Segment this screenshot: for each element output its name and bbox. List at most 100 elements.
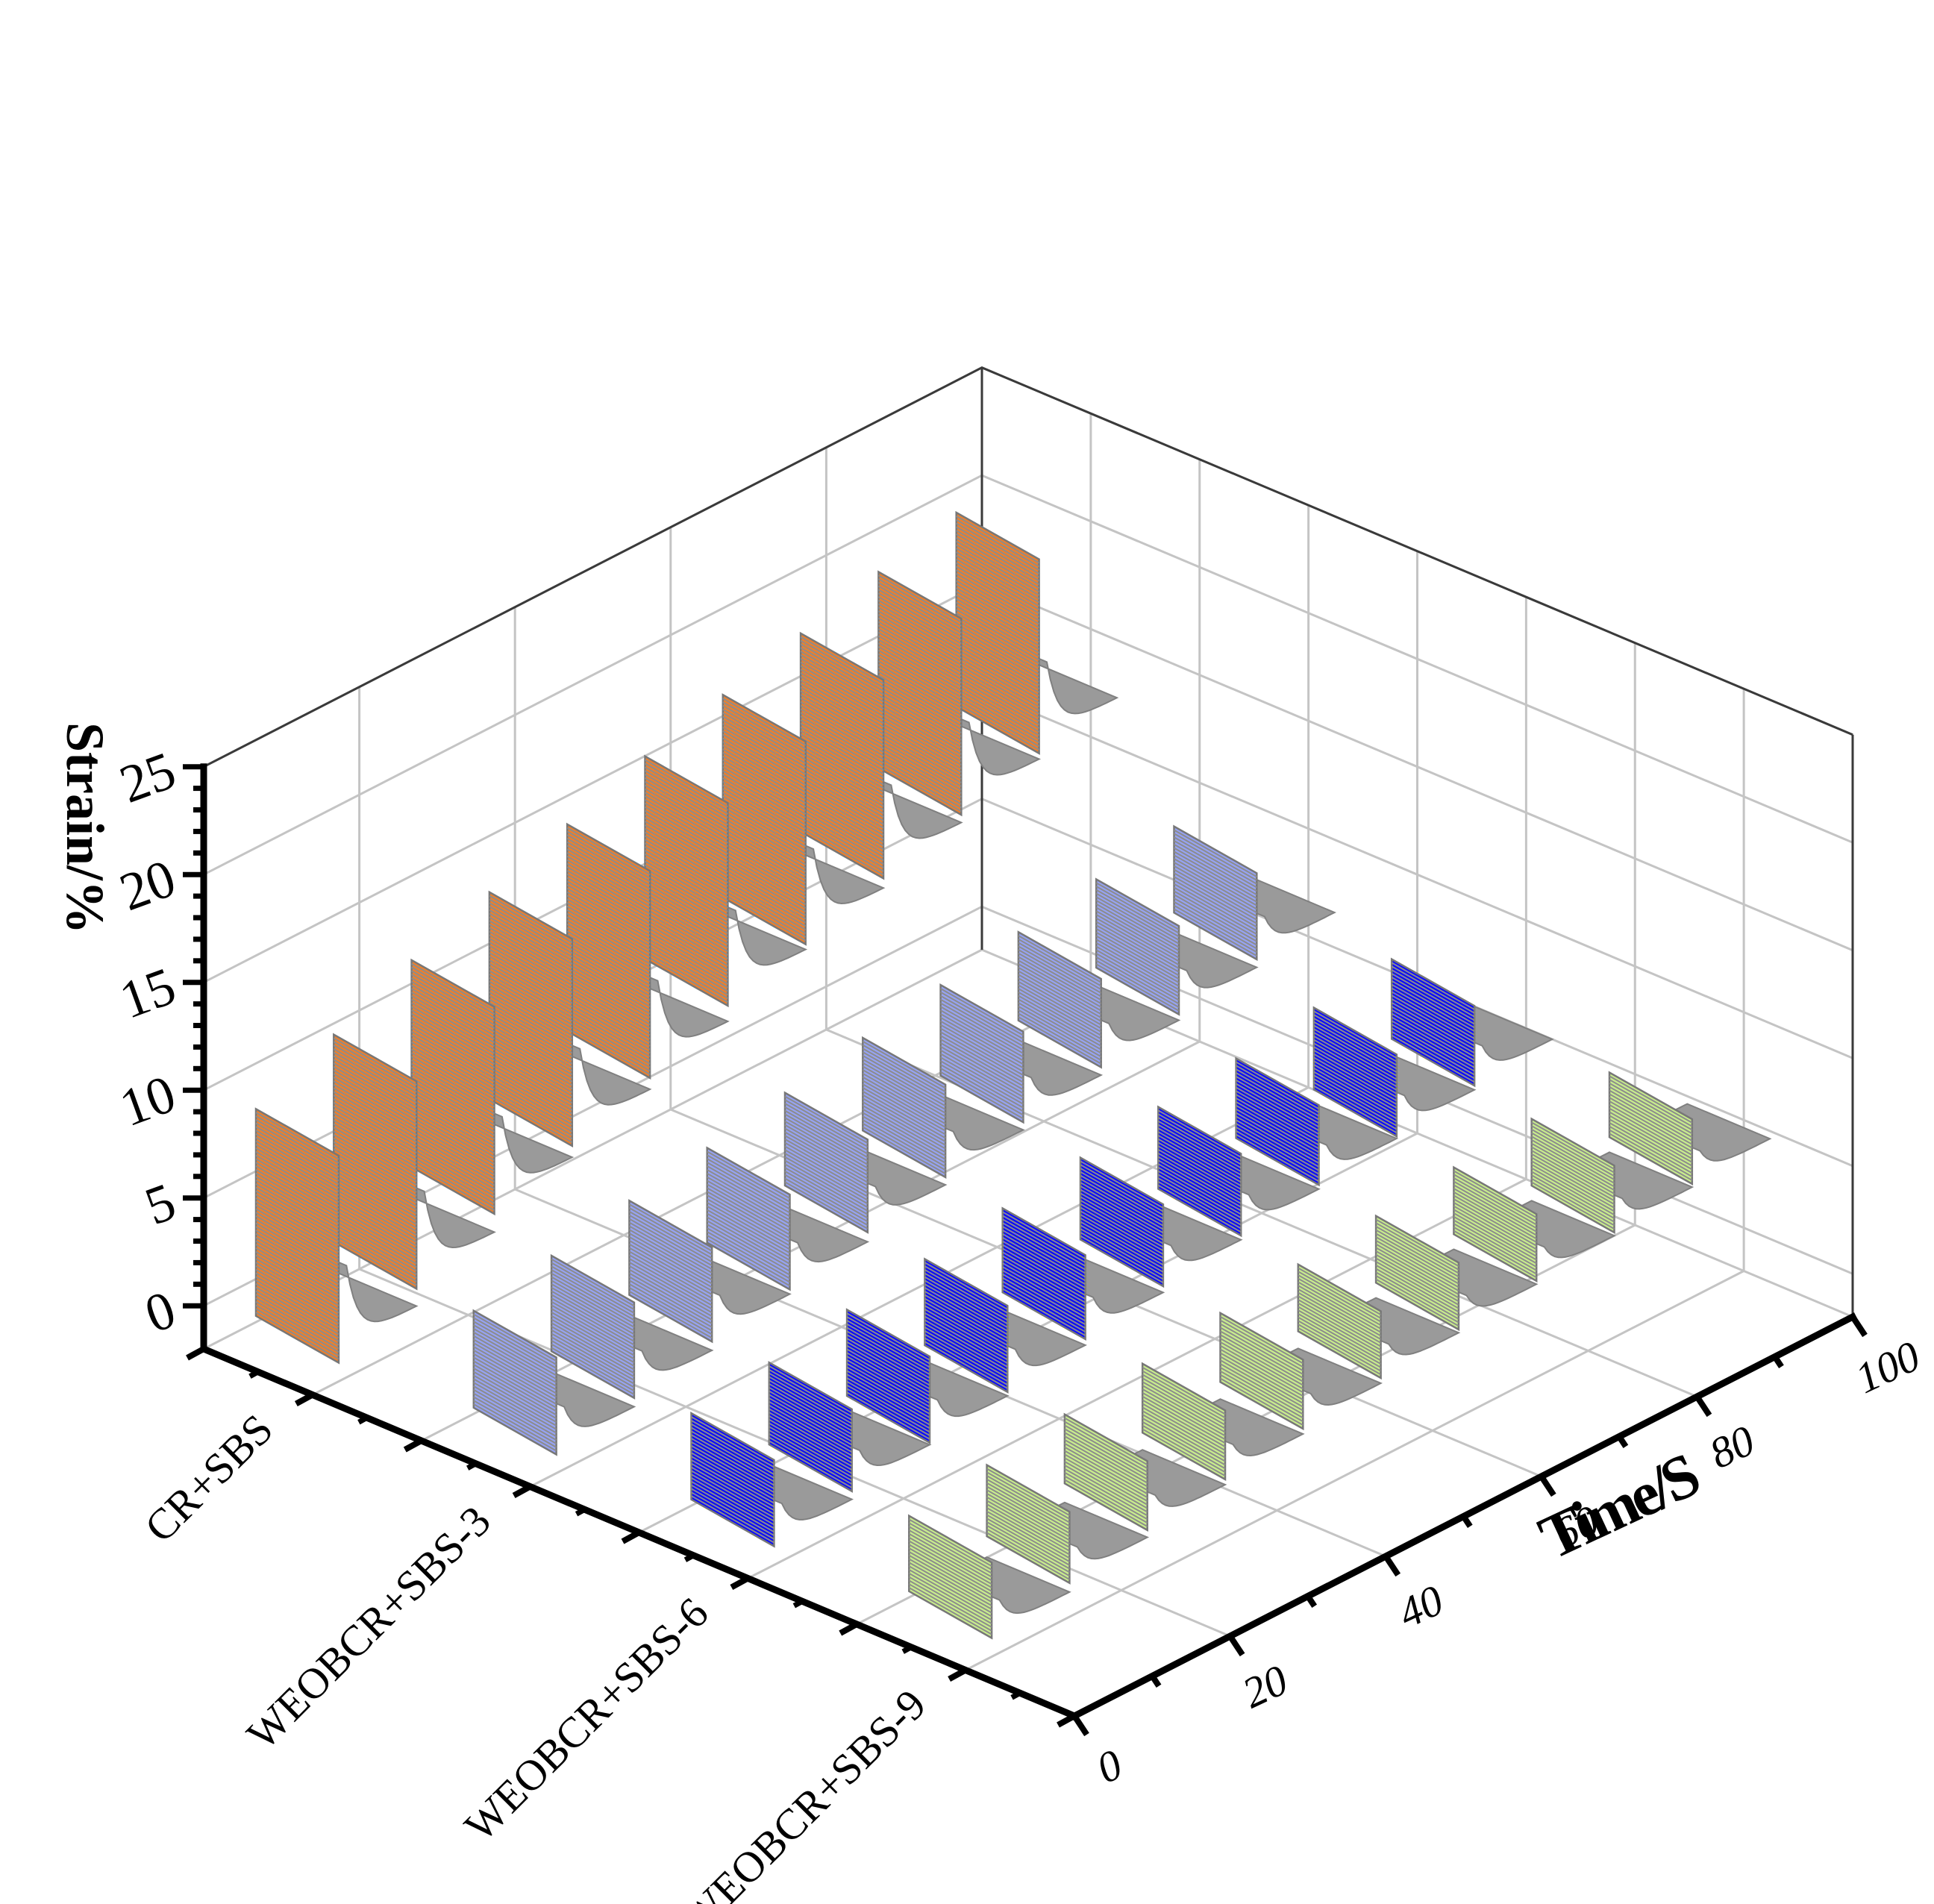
- series-layer: [254, 510, 1772, 1640]
- hatch-line: [333, 1080, 417, 1129]
- hatch-line: [722, 799, 807, 848]
- hatch-line: [877, 763, 962, 812]
- hatch-line: [1018, 984, 1102, 1033]
- hatch-line: [333, 1162, 417, 1211]
- hatch-line: [1313, 1010, 1398, 1059]
- hatch-line: [1095, 945, 1180, 995]
- hatch-line: [489, 920, 573, 968]
- hatch-line: [566, 927, 651, 975]
- hatch-line: [1609, 1097, 1693, 1145]
- hatch-line: [1453, 1215, 1537, 1265]
- hatch-line: [1002, 1266, 1086, 1315]
- hatch-line: [333, 1095, 417, 1143]
- grid-line-left-wall-h: [203, 582, 983, 984]
- hatch-line: [1064, 1421, 1148, 1470]
- hatch-line: [707, 1154, 791, 1203]
- hatch-line: [784, 1131, 869, 1180]
- hatch-line: [877, 674, 962, 723]
- hatch-line: [566, 973, 651, 1022]
- hatch-line: [722, 784, 807, 833]
- hatch-line: [769, 1400, 853, 1450]
- hatch-line: [473, 1360, 557, 1409]
- hatch-line: [333, 1144, 417, 1193]
- hatch-line: [1453, 1188, 1537, 1236]
- hatch-line: [722, 802, 807, 851]
- hatch-line: [333, 1083, 417, 1133]
- hatch-line: [489, 909, 573, 958]
- hatch-line: [566, 873, 651, 922]
- hatch-line: [956, 544, 1040, 592]
- hatch-line: [1313, 1085, 1398, 1134]
- hatch-line: [908, 1583, 992, 1632]
- hatch-line: [1236, 1061, 1319, 1109]
- hatch-line: [722, 871, 807, 920]
- hatch-line: [1298, 1288, 1382, 1337]
- hatch-line: [645, 915, 728, 963]
- hatch-line: [1157, 1138, 1242, 1187]
- hatch-line: [1095, 889, 1180, 938]
- hatch-line: [255, 1130, 339, 1178]
- hatch-line: [628, 1280, 713, 1328]
- load-face: [1530, 1117, 1615, 1235]
- hatch-line: [722, 733, 807, 783]
- hatch-line: [1298, 1306, 1382, 1354]
- hatch-line: [1018, 938, 1102, 987]
- hatch-line: [1298, 1277, 1382, 1327]
- hatch-line: [956, 594, 1040, 643]
- creep-cycle-ribbon: [628, 1199, 792, 1344]
- hatch-line: [1080, 1203, 1164, 1252]
- creep-cycle-ribbon: [1297, 1262, 1461, 1380]
- hatch-line: [707, 1216, 791, 1265]
- hatch-line: [1375, 1233, 1459, 1281]
- hatch-line: [333, 1166, 417, 1215]
- hatch-line: [877, 728, 962, 777]
- hatch-line: [1064, 1432, 1148, 1480]
- hatch-line: [411, 1112, 495, 1162]
- hatch-line: [489, 1009, 573, 1058]
- hatch-line: [489, 1006, 573, 1054]
- hatch-line: [1375, 1264, 1459, 1313]
- hatch-line: [411, 1045, 495, 1094]
- hatch-line: [411, 1052, 495, 1100]
- hatch-line: [645, 929, 728, 978]
- hatch-line: [255, 1226, 339, 1274]
- hatch-line: [800, 744, 884, 793]
- hatch-line: [411, 1134, 495, 1183]
- hatch-line: [908, 1544, 992, 1592]
- hatch-line: [800, 762, 884, 811]
- hatch-line: [645, 907, 728, 956]
- hatch-line: [551, 1294, 635, 1342]
- hatch-line: [1142, 1388, 1226, 1437]
- creep-cycle-ribbon: [1390, 957, 1554, 1088]
- hatch-line: [1080, 1228, 1164, 1277]
- category-tick: [186, 1346, 205, 1361]
- hatch-line: [722, 806, 807, 855]
- hatch-line: [1173, 901, 1257, 950]
- hatch-line: [1236, 1101, 1319, 1150]
- hatch-line: [722, 719, 807, 768]
- hatch-line: [551, 1347, 635, 1395]
- hatch-line: [551, 1258, 635, 1307]
- hatch-line: [411, 1124, 495, 1172]
- hatch-line: [1018, 970, 1102, 1018]
- z-tick-label: 15: [112, 956, 183, 1030]
- hatch-line: [877, 713, 962, 762]
- z-tick-label: 25: [112, 740, 183, 815]
- hatch-line: [722, 842, 807, 891]
- hatch-line: [1531, 1136, 1615, 1184]
- hatch-line: [722, 874, 807, 924]
- hatch-line: [551, 1339, 635, 1388]
- hatch-line: [566, 1027, 651, 1075]
- hatch-line: [1453, 1230, 1537, 1279]
- hatch-line: [333, 1077, 417, 1125]
- hatch-line: [411, 1088, 495, 1136]
- category-tick-label: WEOBCR+SBS-9: [673, 1680, 936, 1904]
- hatch-line: [411, 992, 495, 1040]
- hatch-line: [551, 1286, 635, 1335]
- grid-line-floor-cat: [965, 1270, 1744, 1671]
- hatch-line: [1173, 854, 1257, 903]
- hatch-line: [255, 1254, 339, 1303]
- hatch-line: [1080, 1174, 1164, 1223]
- hatch-line: [489, 1073, 573, 1122]
- hatch-line: [1095, 927, 1180, 977]
